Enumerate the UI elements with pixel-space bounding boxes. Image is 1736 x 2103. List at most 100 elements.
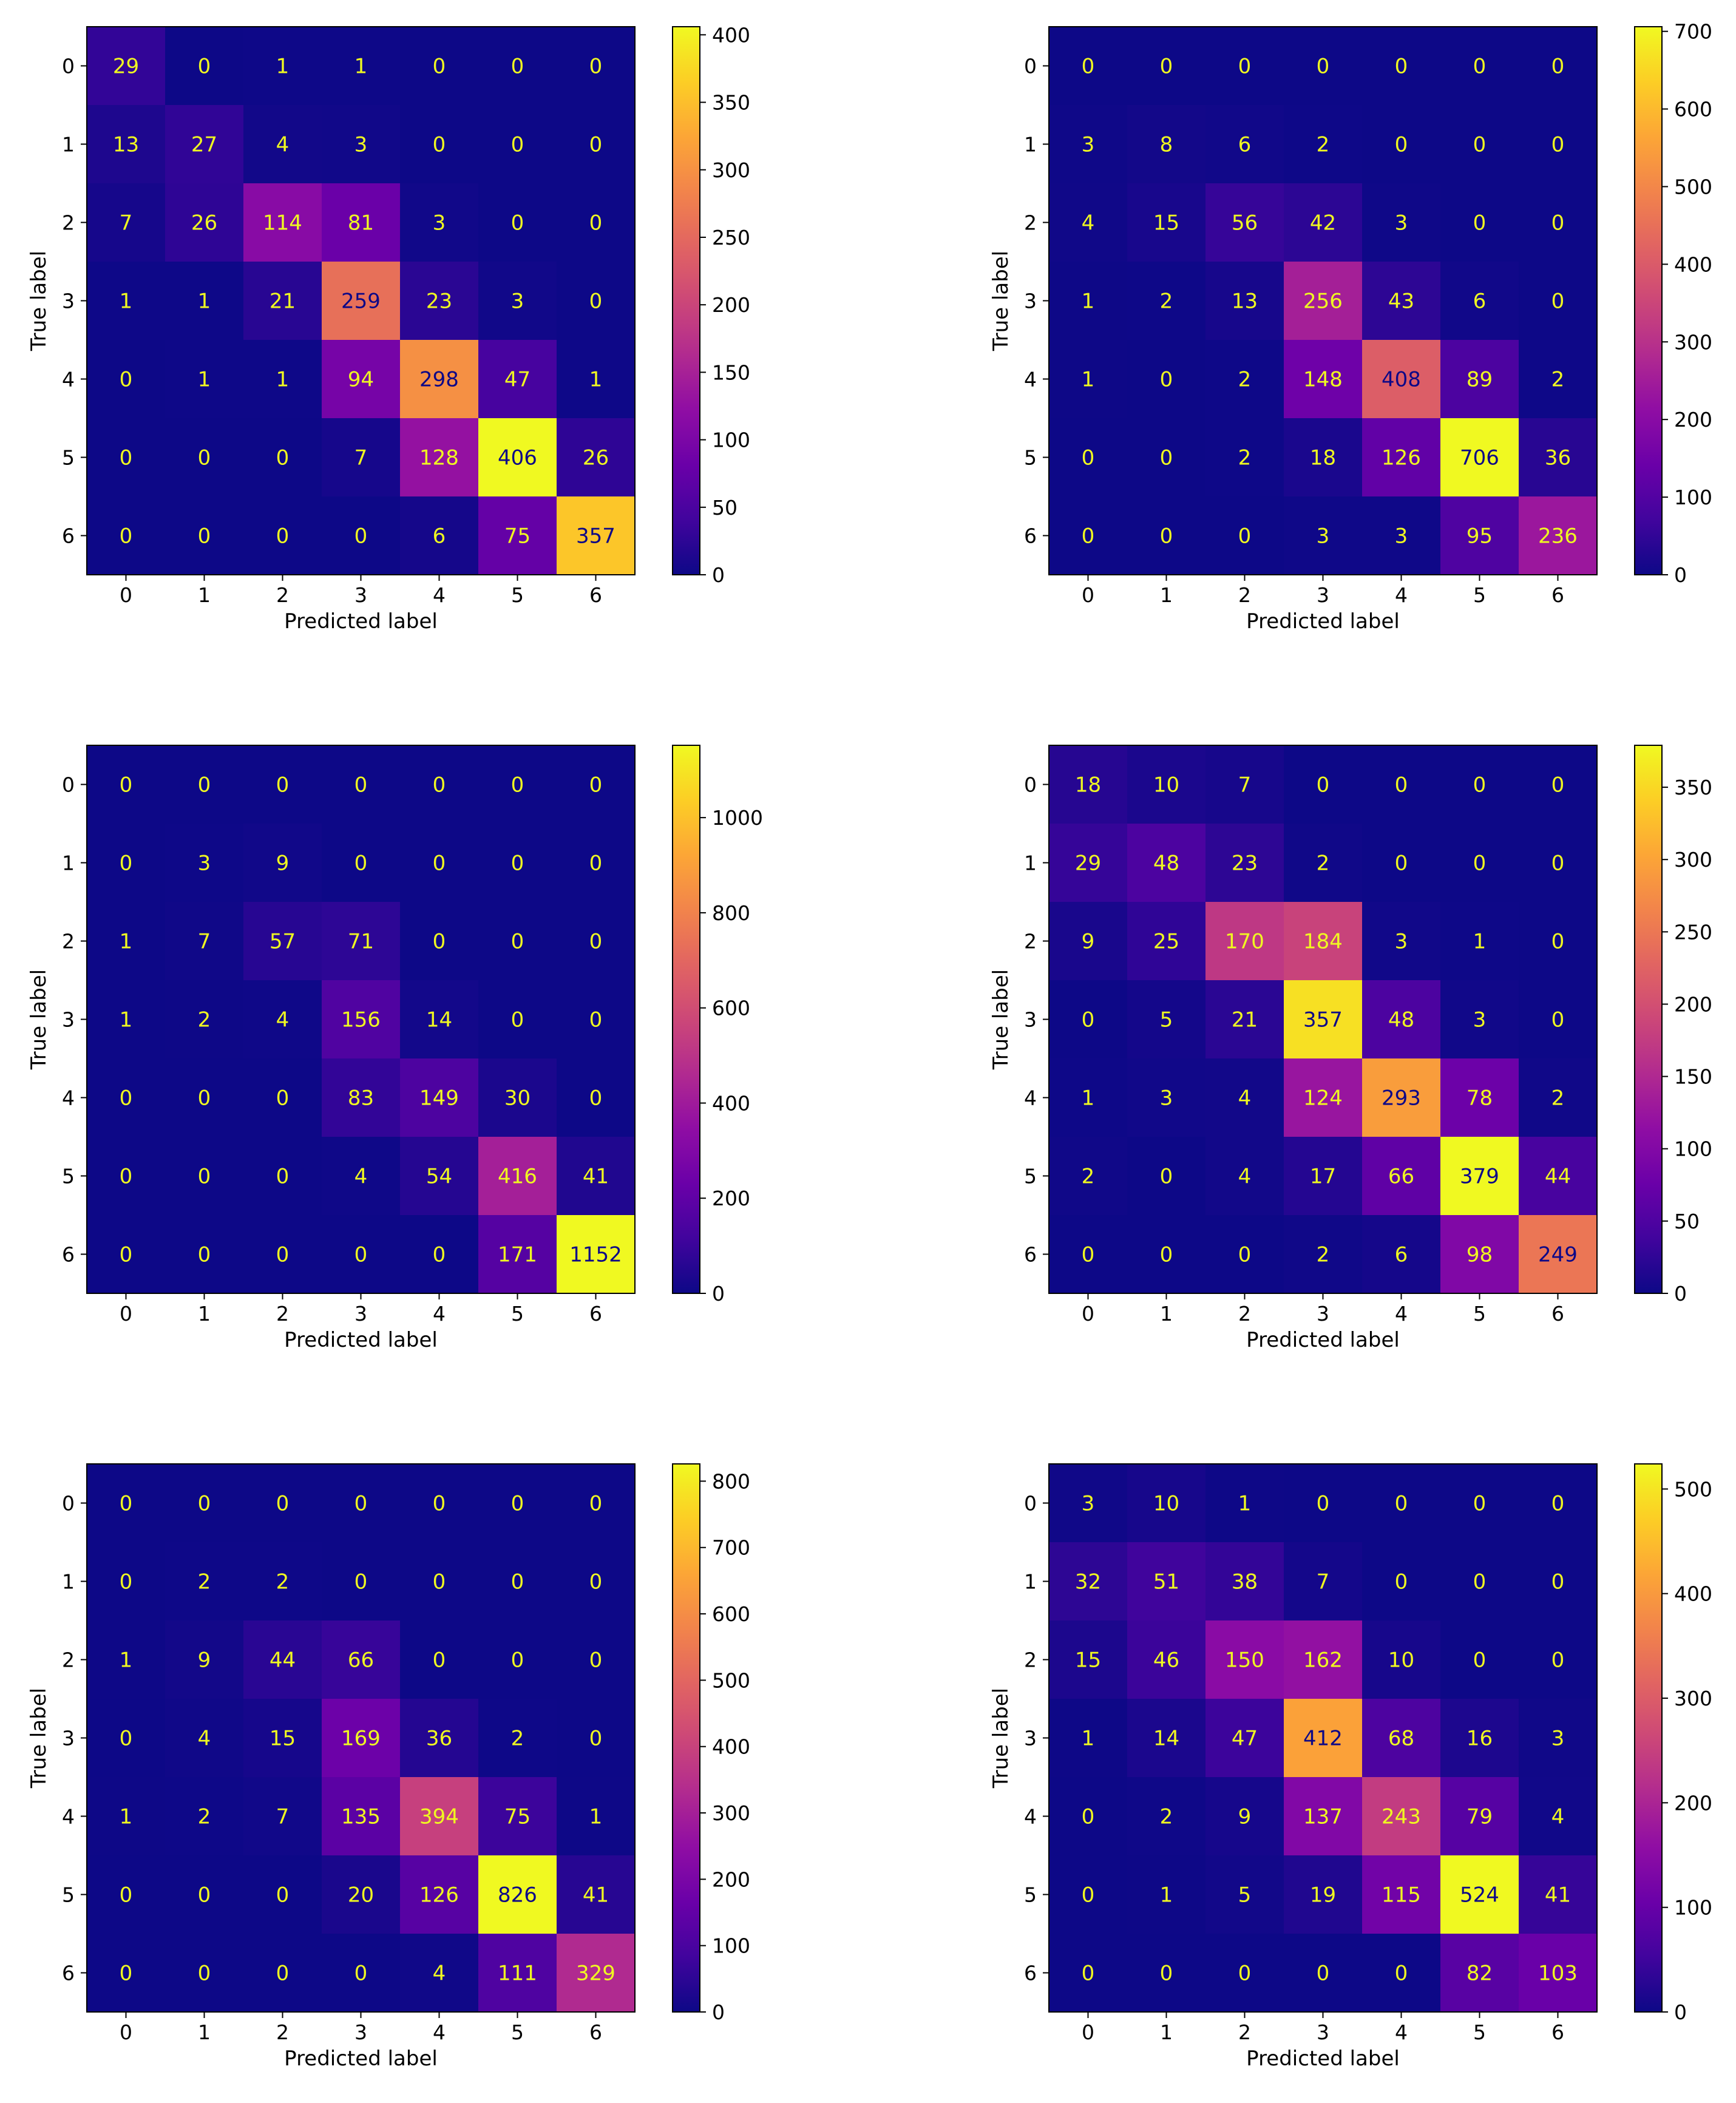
x-tick-label: 0 [120, 583, 132, 607]
cell-value-label: 256 [1303, 290, 1343, 314]
cell-value-label: 0 [433, 930, 446, 954]
cell-value-label: 3 [1551, 1727, 1565, 1751]
cell-value-label: 41 [583, 1883, 609, 1908]
cell-value-label: 0 [511, 133, 524, 157]
heatmap-cell [478, 1542, 557, 1621]
cell-value-label: 2 [198, 1570, 211, 1594]
heatmap-cell [1205, 418, 1284, 497]
heatmap-cell [1127, 340, 1206, 419]
cell-value-label: 0 [1551, 852, 1565, 876]
cell-value-label: 0 [1551, 1008, 1565, 1032]
cell-value-label: 0 [1395, 1962, 1408, 1986]
heatmap-cell [165, 1058, 244, 1137]
heatmap-cell [478, 496, 557, 575]
cell-value-label: 29 [1075, 852, 1101, 876]
cell-value-label: 0 [1160, 368, 1173, 392]
cell-value-label: 184 [1303, 930, 1343, 954]
cell-value-label: 1 [120, 1648, 133, 1673]
heatmap-cell [1284, 1777, 1363, 1856]
heatmap-cell [322, 1699, 401, 1778]
heatmap-cell [87, 1058, 166, 1137]
cell-value-label: 0 [354, 852, 368, 876]
cell-value-label: 0 [511, 1570, 524, 1594]
confusion-matrix-6: 3 10 1 0 0 0 032 51 38 7 0 0 015 46 150 162 10 0 01 14 47 412… [989, 1463, 1712, 2071]
cell-value-label: 41 [583, 1165, 609, 1189]
colorbar-tick-label: 100 [712, 1934, 750, 1958]
heatmap-cell [243, 980, 322, 1059]
colorbar-tick-label: 350 [712, 91, 750, 115]
cell-value-label: 0 [198, 1086, 211, 1111]
cell-value-label: 0 [511, 852, 524, 876]
cell-value-label: 42 [1310, 211, 1336, 235]
cell-value-label: 0 [589, 290, 603, 314]
cell-value-label: 3 [1317, 524, 1330, 549]
cell-value-label: 0 [511, 773, 524, 798]
heatmap-cell [1362, 262, 1441, 340]
heatmap-cell [165, 745, 244, 824]
cell-value-label: 0 [120, 368, 133, 392]
cell-value-label: 114 [263, 211, 302, 235]
x-tick-label: 1 [198, 2020, 211, 2044]
cell-value-label: 149 [419, 1086, 459, 1111]
heatmap-cell [1049, 418, 1128, 497]
y-tick-label: 5 [62, 1165, 75, 1188]
heatmap-cell [243, 902, 322, 981]
heatmap-cell [557, 105, 636, 184]
heatmap-cell [165, 1934, 244, 2013]
cell-value-label: 6 [1395, 1243, 1408, 1267]
cell-value-label: 44 [270, 1648, 296, 1673]
heatmap-cell [243, 105, 322, 184]
heatmap-cell [1205, 183, 1284, 262]
heatmap-cell [87, 980, 166, 1059]
cell-value-label: 0 [120, 1492, 133, 1516]
colorbar-tick-label: 300 [1674, 330, 1712, 354]
heatmap-cell [1205, 1777, 1284, 1856]
cell-value-label: 10 [1153, 773, 1179, 798]
heatmap-cell [557, 902, 636, 981]
heatmap-cell [243, 340, 322, 419]
heatmap-cell [478, 1620, 557, 1699]
cell-value-label: 0 [433, 1570, 446, 1594]
y-tick-label: 4 [62, 1086, 75, 1110]
x-tick-label: 2 [1238, 2020, 1251, 2044]
heatmap-cell [1205, 340, 1284, 419]
heatmap-cell [165, 27, 244, 106]
x-tick-label: 2 [276, 2020, 289, 2044]
cell-value-label: 47 [1232, 1727, 1258, 1751]
heatmap-cell [322, 1137, 401, 1216]
cell-value-label: 0 [1317, 1492, 1330, 1516]
heatmap-cell [478, 1934, 557, 2013]
heatmap-cell [1284, 902, 1363, 981]
confusion-matrix-4: 18 10 7 0 0 0 029 48 23 2 0 0 09 25 170 184 3 1 00 5 21 357 48… [989, 745, 1712, 1352]
heatmap-cell [400, 1699, 479, 1778]
heatmap-cell [400, 262, 479, 340]
heatmap-cell [1127, 902, 1206, 981]
cell-value-label: 1 [1082, 1727, 1095, 1751]
cell-value-label: 0 [276, 1883, 290, 1908]
y-axis-label: True label [27, 251, 51, 351]
heatmap-cell [557, 1137, 636, 1216]
y-axis-label: True label [989, 1688, 1013, 1789]
heatmap-cell [1362, 1855, 1441, 1934]
cell-value-label: 23 [1232, 852, 1258, 876]
cell-value-label: 15 [270, 1727, 296, 1751]
cell-value-label: 3 [354, 133, 368, 157]
cell-value-label: 0 [511, 1008, 524, 1032]
heatmap-cell [87, 745, 166, 824]
heatmap-cell [243, 1699, 322, 1778]
heatmap-cell [1284, 496, 1363, 575]
confusion-matrix-1: 29 0 1 1 0 0 013 27 4 3 0 0 07 26 114 81 3 0 01 1 21 259 23 3 00… [27, 23, 750, 634]
heatmap-cell [165, 1777, 244, 1856]
heatmap-cell [243, 1058, 322, 1137]
heatmap-cell [87, 1777, 166, 1856]
cell-value-label: 0 [1551, 1492, 1565, 1516]
heatmap-cell [400, 496, 479, 575]
heatmap-cell [557, 980, 636, 1059]
heatmap-cell [557, 1542, 636, 1621]
cell-value-label: 0 [354, 773, 368, 798]
cell-value-label: 46 [1153, 1648, 1179, 1673]
cell-value-label: 0 [1082, 1962, 1095, 1986]
cell-value-label: 0 [589, 852, 603, 876]
cell-value-label: 0 [433, 55, 446, 79]
